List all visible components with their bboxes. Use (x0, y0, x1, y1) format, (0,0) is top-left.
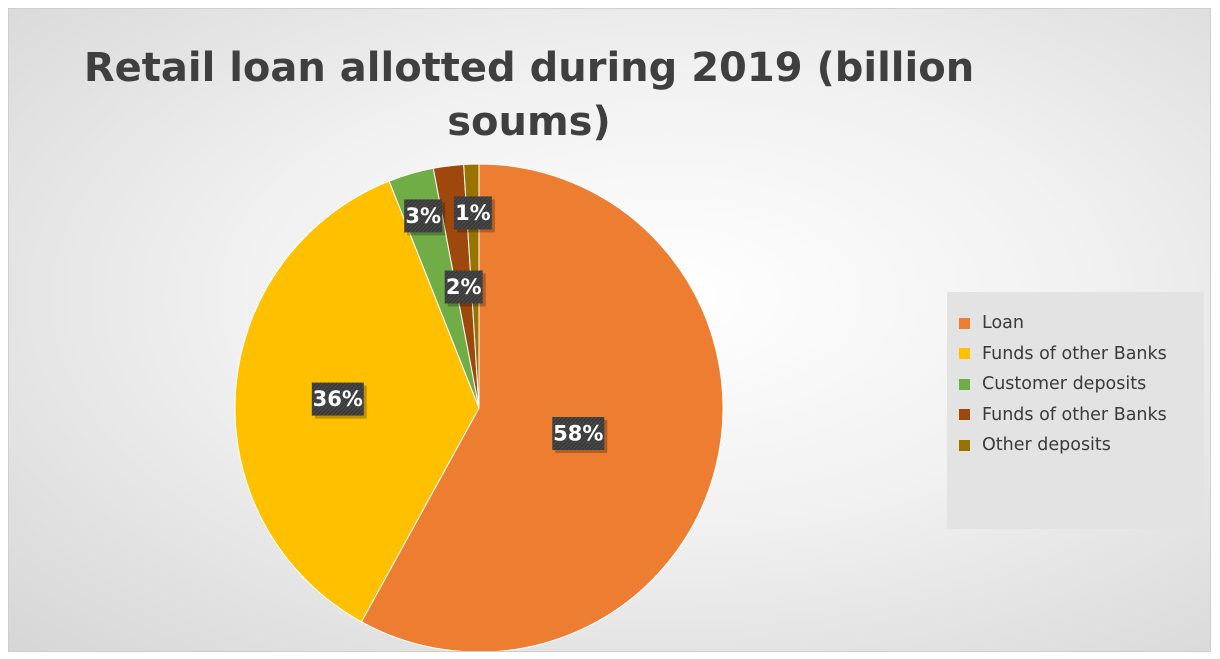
data-label-text: 58% (553, 422, 603, 446)
legend-swatch (959, 409, 970, 421)
legend: Loan Funds of other Banks Customer deposit… (947, 292, 1204, 529)
data-label-4: 2% (444, 270, 486, 307)
pie-slices (234, 163, 724, 651)
legend-label: Customer deposits (982, 374, 1147, 395)
legend-label: Funds of other Banks (982, 343, 1167, 364)
legend-label: Other deposits (982, 435, 1111, 456)
pie-data-labels: 58% 36% 3% 2% 1% (311, 196, 608, 453)
data-label-text: 2% (446, 275, 482, 299)
legend-swatch (959, 378, 970, 390)
chart-area: Retail loan allotted during 2019 (billio… (8, 8, 1211, 652)
legend-item: Loan (959, 308, 1204, 339)
data-label-1: 58% (552, 417, 608, 453)
data-label-2: 36% (311, 382, 367, 419)
legend-swatch (959, 348, 970, 360)
legend-item: Customer deposits (959, 369, 1204, 400)
data-label-5: 1% (453, 196, 495, 233)
chart-title: Retail loan allotted during 2019 (billio… (83, 45, 975, 145)
legend-swatch (959, 439, 970, 451)
legend-label: Funds of other Banks (982, 404, 1167, 425)
pie-slice-1 (360, 163, 724, 651)
pie-chart: 58% 36% 3% 2% 1% (234, 163, 724, 651)
data-label-text: 36% (313, 387, 363, 411)
legend-item: Other deposits (959, 430, 1204, 461)
legend-label: Loan (982, 313, 1024, 334)
data-label-text: 3% (405, 204, 441, 228)
legend-swatch (959, 317, 970, 329)
data-label-text: 1% (455, 201, 491, 225)
legend-item: Funds of other Banks (959, 339, 1204, 370)
legend-item: Funds of other Banks (959, 400, 1204, 431)
data-label-3: 3% (404, 199, 446, 236)
